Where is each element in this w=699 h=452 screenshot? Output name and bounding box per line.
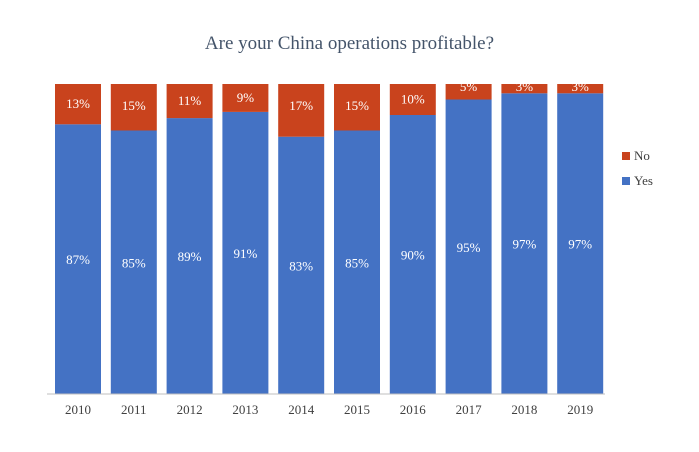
bar-yes-2015: [334, 130, 380, 394]
x-tick-label-2014: 2014: [288, 402, 315, 417]
x-tick-label-2019: 2019: [567, 402, 593, 417]
bar-yes-2017: [445, 99, 492, 394]
legend-swatch-no: [622, 152, 630, 160]
data-label-no-2012: 11%: [178, 93, 202, 108]
data-label-yes-2010: 87%: [66, 252, 90, 267]
bar-yes-2010: [55, 124, 101, 395]
bar-no-2017: [445, 84, 492, 100]
bar-no-2014: [278, 84, 325, 137]
x-tick-label-2013: 2013: [232, 402, 258, 417]
bar-yes-2016: [389, 115, 436, 394]
bar-no-2019: [557, 84, 604, 94]
data-label-no-2019: 3%: [572, 79, 590, 94]
data-label-no-2010: 13%: [66, 96, 90, 111]
bar-yes-2019: [557, 93, 604, 395]
x-tick-label-2010: 2010: [65, 402, 91, 417]
x-tick-label-2017: 2017: [456, 402, 483, 417]
x-tick-label-2018: 2018: [511, 402, 537, 417]
x-tick-label-2012: 2012: [177, 402, 203, 417]
legend-swatch-yes: [622, 177, 630, 185]
data-label-no-2017: 5%: [460, 79, 478, 94]
data-label-yes-2012: 89%: [178, 249, 202, 264]
legend: No Yes: [622, 148, 653, 188]
bar-no-2012: [166, 84, 213, 119]
bar-no-2016: [389, 84, 436, 115]
bar-no-2011: [110, 84, 157, 131]
legend-label-yes: Yes: [634, 173, 653, 188]
bar-no-2010: [55, 84, 101, 125]
data-label-no-2011: 15%: [122, 98, 146, 113]
bar-no-2013: [222, 84, 269, 112]
data-label-yes-2018: 97%: [512, 237, 536, 252]
data-label-no-2016: 10%: [401, 92, 425, 107]
x-tick-label-2011: 2011: [121, 402, 147, 417]
data-label-yes-2014: 83%: [289, 258, 313, 273]
data-label-no-2018: 3%: [516, 79, 534, 94]
bar-no-2018: [501, 84, 548, 94]
bar-yes-2018: [501, 93, 548, 395]
bar-yes-2012: [166, 118, 213, 394]
bar-yes-2011: [110, 130, 157, 394]
bar-yes-2014: [278, 136, 325, 394]
legend-label-no: No: [634, 148, 650, 163]
data-label-yes-2011: 85%: [122, 255, 146, 270]
data-label-yes-2013: 91%: [233, 246, 257, 261]
bar-no-2015: [334, 84, 380, 131]
chart-title: Are your China operations profitable?: [204, 33, 495, 54]
x-tick-labels-group: 2010 2011 2012 2013 2014 2015 2016 2017 2018 2019: [65, 402, 593, 417]
data-label-yes-2015: 85%: [345, 255, 369, 270]
data-labels-group: 87% 13% 85% 15% 89% 11% 91% 9% 83% 17% 85% 15% 90% 10…: [66, 79, 592, 273]
data-label-yes-2017: 95%: [457, 240, 481, 255]
data-label-no-2014: 17%: [289, 98, 313, 113]
x-tick-label-2015: 2015: [344, 402, 370, 417]
x-tick-label-2016: 2016: [400, 402, 427, 417]
data-label-yes-2016: 90%: [401, 248, 425, 263]
data-label-no-2015: 15%: [345, 98, 369, 113]
data-label-no-2013: 9%: [237, 90, 255, 105]
bar-yes-2013: [222, 111, 269, 395]
bars-group: [55, 84, 604, 395]
data-label-yes-2019: 97%: [568, 237, 592, 252]
